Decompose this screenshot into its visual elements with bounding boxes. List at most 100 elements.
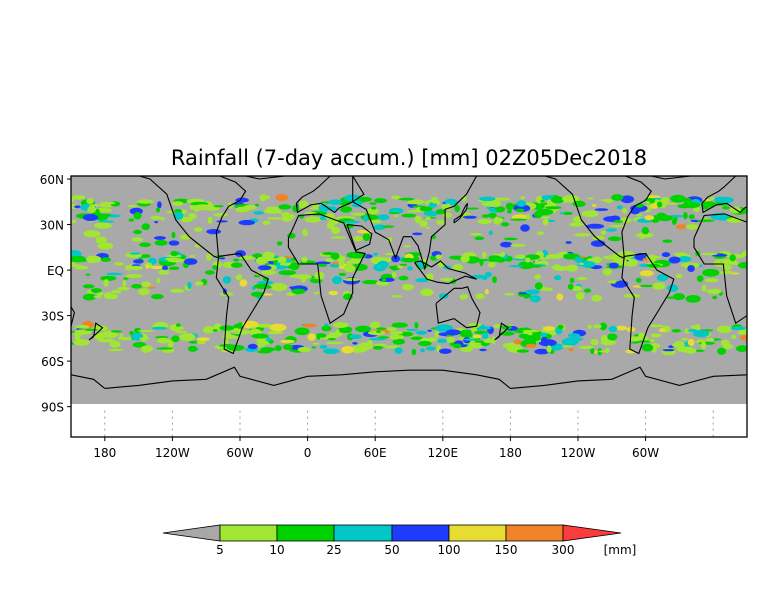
rain-patch xyxy=(698,341,716,345)
rain-patch xyxy=(615,325,628,331)
rain-patch xyxy=(704,278,719,283)
rain-patch xyxy=(493,324,502,329)
rain-patch xyxy=(482,251,487,259)
rain-patch xyxy=(472,334,482,339)
rain-patch xyxy=(304,216,322,223)
rain-patch xyxy=(649,198,655,204)
rain-patch xyxy=(557,324,564,330)
coastline-greenland xyxy=(245,176,286,180)
rain-patch xyxy=(333,322,349,328)
rain-patch xyxy=(131,264,141,267)
rain-patch xyxy=(677,204,691,209)
rain-patch xyxy=(542,218,549,226)
rain-patch xyxy=(718,270,734,275)
longitude-axis: 180 120W 60W 0 60E 120E 180 120W 60W xyxy=(93,437,659,460)
rain-patch xyxy=(516,349,529,353)
rain-patch xyxy=(685,224,700,230)
rain-patch xyxy=(87,206,97,213)
rain-patch xyxy=(605,199,613,203)
rain-patch xyxy=(613,220,623,223)
rain-patch xyxy=(133,259,144,264)
colorbar-level-label: 50 xyxy=(384,543,399,557)
rain-patch xyxy=(493,197,510,201)
coastline-asia xyxy=(758,176,784,269)
rain-patch xyxy=(156,337,170,344)
rain-patch xyxy=(357,196,372,202)
map-frame xyxy=(70,175,748,438)
rain-patch xyxy=(162,265,168,271)
rain-patch xyxy=(666,202,679,205)
rain-patch xyxy=(688,214,695,220)
rain-patch xyxy=(270,283,288,292)
rain-patch xyxy=(391,322,408,328)
rain-patch xyxy=(462,215,477,219)
rain-patch xyxy=(331,226,341,235)
rain-patch xyxy=(630,341,640,344)
rain-patch xyxy=(111,289,122,294)
rain-patch xyxy=(730,326,747,331)
rain-patch xyxy=(459,294,469,300)
rain-patch xyxy=(680,337,689,341)
rain-patch xyxy=(382,225,395,228)
rain-patch xyxy=(147,286,156,289)
rain-patch xyxy=(440,277,453,282)
rain-patch xyxy=(594,208,609,212)
rain-patch xyxy=(278,270,296,276)
rain-patch xyxy=(381,278,387,282)
rain-patch xyxy=(318,263,327,267)
rain-patch xyxy=(465,329,472,335)
rain-patch xyxy=(377,336,390,339)
rain-patch xyxy=(230,262,243,268)
rain-patch xyxy=(454,204,460,213)
rain-patch xyxy=(542,326,556,331)
rain-patch xyxy=(495,257,506,263)
rain-patch xyxy=(420,348,425,353)
rain-patch xyxy=(518,333,530,339)
rain-patch xyxy=(317,333,327,338)
rain-patch xyxy=(534,274,541,280)
rain-patch xyxy=(569,277,575,284)
rain-patch xyxy=(562,211,573,215)
rain-patch xyxy=(397,265,404,269)
rain-patch xyxy=(572,285,583,292)
rain-patch xyxy=(425,273,434,279)
rain-patch xyxy=(545,206,562,210)
rain-patch xyxy=(257,280,274,285)
rain-patch xyxy=(516,200,527,207)
rain-patch xyxy=(560,212,565,215)
rain-patch xyxy=(491,336,496,345)
rain-patch xyxy=(498,217,503,223)
lon-tick-label: 60E xyxy=(364,446,387,460)
rain-patch xyxy=(520,224,530,232)
rain-patch xyxy=(262,220,271,225)
colorbar-high-triangle xyxy=(562,524,622,542)
colorbar-bin xyxy=(448,524,507,542)
rain-patch xyxy=(736,345,747,352)
rain-patch xyxy=(590,339,599,346)
rain-patch xyxy=(160,216,165,221)
rain-patch xyxy=(122,280,127,287)
rain-patch xyxy=(72,195,86,200)
rain-patch xyxy=(405,328,419,331)
rain-patch xyxy=(510,243,526,247)
colorbar-level-label: 5 xyxy=(216,543,224,557)
rain-patch xyxy=(373,263,387,272)
rain-patch xyxy=(239,279,248,287)
rain-patch xyxy=(265,206,281,211)
rain-patch xyxy=(645,255,661,259)
rain-patch xyxy=(398,197,415,201)
rain-patch xyxy=(639,270,654,277)
rain-patch xyxy=(487,257,499,262)
lon-tick-label: 180 xyxy=(93,446,116,460)
rain-patch xyxy=(71,219,77,224)
rain-patch xyxy=(584,288,592,293)
lon-tick-label: 60W xyxy=(632,446,659,460)
rain-patch xyxy=(484,288,489,295)
rain-patch xyxy=(592,204,597,207)
coastline-north-america xyxy=(137,176,247,259)
rain-patch xyxy=(701,252,718,256)
rain-patch xyxy=(376,327,387,330)
rain-patch xyxy=(600,230,607,236)
rain-patch xyxy=(587,197,594,200)
rain-patch xyxy=(515,208,525,213)
